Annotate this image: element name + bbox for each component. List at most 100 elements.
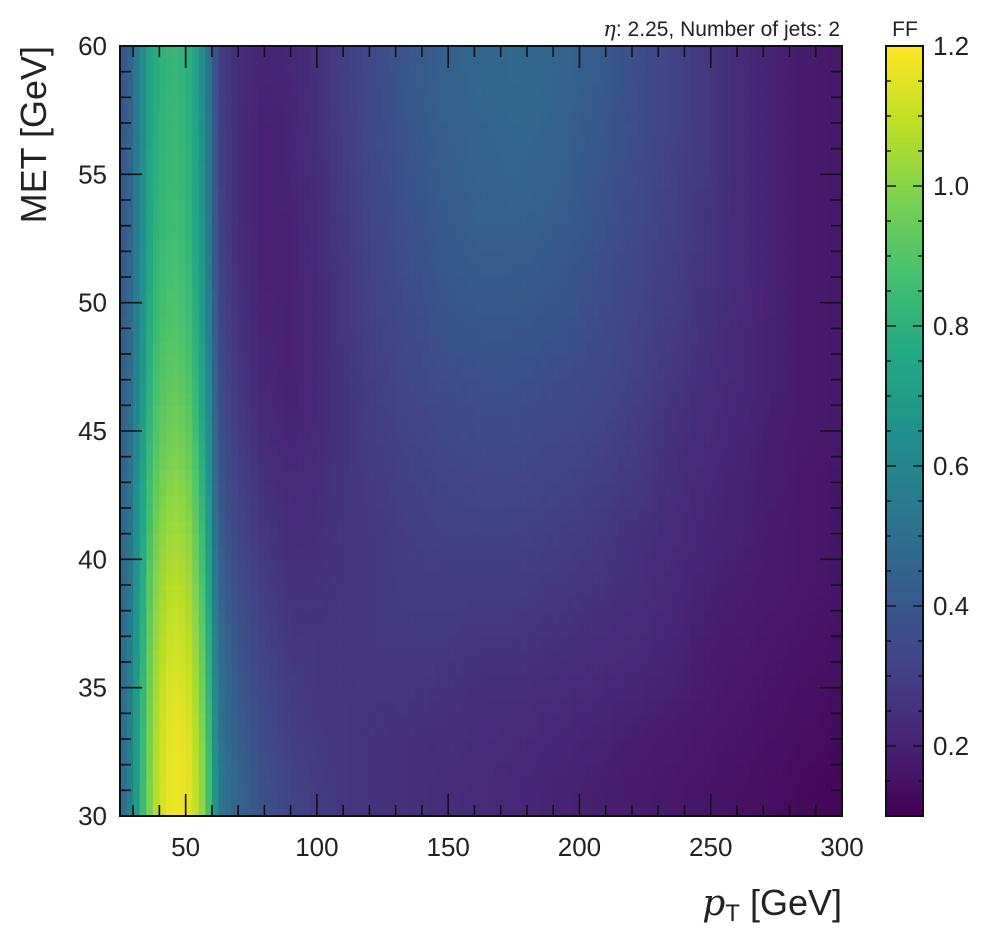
- heatmap-cell: [192, 687, 200, 702]
- heatmap-cell: [684, 636, 692, 650]
- heatmap-cell: [323, 751, 331, 766]
- heatmap-cell: [796, 636, 804, 650]
- heatmap-cell: [835, 585, 842, 599]
- heatmap-cell: [310, 546, 318, 560]
- heatmap-cell: [402, 649, 410, 663]
- heatmap-cell: [448, 277, 456, 291]
- heatmap-cell: [474, 328, 482, 342]
- heatmap-cell: [192, 790, 200, 804]
- heatmap-cell: [356, 354, 364, 368]
- heatmap-cell: [559, 572, 567, 586]
- heatmap-cell: [461, 674, 469, 689]
- heatmap-cell: [349, 443, 357, 458]
- heatmap-cell: [789, 546, 797, 560]
- heatmap-cell: [211, 585, 220, 599]
- heatmap-cell: [717, 610, 725, 625]
- heatmap-cell: [631, 495, 640, 509]
- heatmap-cell: [533, 764, 541, 779]
- heatmap-cell: [815, 431, 823, 445]
- heatmap-cell: [769, 238, 777, 252]
- heatmap-cell: [520, 790, 528, 804]
- heatmap-cell: [494, 238, 502, 252]
- heatmap-cell: [526, 700, 535, 714]
- heatmap-cell: [664, 559, 672, 573]
- heatmap-cell: [205, 495, 213, 509]
- heatmap-cell: [481, 328, 489, 342]
- heatmap-cell: [763, 585, 771, 599]
- heatmap-cell: [369, 610, 377, 625]
- heatmap-cell: [782, 597, 791, 612]
- heatmap-cell: [165, 251, 174, 265]
- heatmap-cell: [572, 649, 581, 663]
- heatmap-cell: [625, 610, 633, 625]
- heatmap-cell: [612, 739, 620, 753]
- heatmap-cell: [310, 739, 318, 753]
- heatmap-cell: [763, 623, 771, 637]
- heatmap-cell: [815, 585, 823, 599]
- heatmap-cell: [454, 777, 462, 791]
- heatmap-cell: [316, 328, 325, 342]
- heatmap-cell: [500, 277, 508, 291]
- heatmap-cell: [165, 277, 174, 291]
- heatmap-cell: [369, 495, 377, 509]
- heatmap-cell: [165, 379, 174, 394]
- heatmap-cell: [211, 366, 220, 381]
- heatmap-cell: [336, 418, 344, 432]
- heatmap-cell: [736, 623, 745, 637]
- heatmap-cell: [631, 315, 640, 329]
- heatmap-cell: [540, 482, 548, 496]
- heatmap-cell: [815, 482, 823, 496]
- heatmap-cell: [664, 739, 672, 753]
- heatmap-cell: [362, 623, 371, 637]
- heatmap-cell: [382, 764, 390, 779]
- heatmap-cell: [467, 726, 476, 740]
- heatmap-cell: [743, 674, 751, 689]
- heatmap-cell: [664, 726, 672, 740]
- heatmap-cell: [533, 636, 541, 650]
- heatmap-cell: [526, 405, 535, 419]
- heatmap-cell: [356, 533, 364, 548]
- heatmap-cell: [500, 431, 508, 445]
- heatmap-cell: [389, 572, 397, 586]
- heatmap-cell: [572, 520, 581, 535]
- heatmap-cell: [546, 302, 554, 317]
- heatmap-cell: [284, 225, 292, 240]
- heatmap-cell: [625, 803, 633, 816]
- heatmap-cell: [553, 533, 561, 548]
- heatmap-cell: [828, 315, 837, 329]
- heatmap-cell: [185, 610, 193, 625]
- heatmap-cell: [165, 289, 174, 304]
- heatmap-cell: [415, 610, 423, 625]
- heatmap-cell: [461, 264, 469, 278]
- heatmap-cell: [579, 610, 587, 625]
- heatmap-cell: [730, 674, 738, 689]
- heatmap-cell: [257, 238, 265, 252]
- heatmap-cell: [743, 803, 751, 816]
- heatmap-cell: [671, 726, 679, 740]
- heatmap-cell: [802, 392, 810, 406]
- heatmap-cell: [566, 354, 574, 368]
- heatmap-cell: [481, 764, 489, 779]
- heatmap-cell: [389, 379, 397, 394]
- heatmap-cell: [481, 739, 489, 753]
- heatmap-cell: [461, 585, 469, 599]
- heatmap-cell: [257, 520, 265, 535]
- heatmap-cell: [395, 508, 403, 522]
- heatmap-cell: [146, 739, 154, 753]
- heatmap-cell: [631, 713, 640, 727]
- heatmap-cell: [336, 674, 344, 689]
- heatmap-cell: [822, 469, 830, 483]
- heatmap-cell: [796, 687, 804, 702]
- heatmap-cell: [763, 238, 771, 252]
- heatmap-cell: [205, 418, 213, 432]
- heatmap-cell: [677, 700, 686, 714]
- heatmap-cell: [152, 687, 160, 702]
- heatmap-cell: [192, 495, 200, 509]
- heatmap-cell: [290, 431, 298, 445]
- heatmap-cell: [211, 674, 220, 689]
- heatmap-cell: [789, 456, 797, 471]
- heatmap-cell: [723, 495, 732, 509]
- heatmap-cell: [270, 456, 279, 471]
- heatmap-cell: [526, 687, 535, 702]
- heatmap-cell: [815, 315, 823, 329]
